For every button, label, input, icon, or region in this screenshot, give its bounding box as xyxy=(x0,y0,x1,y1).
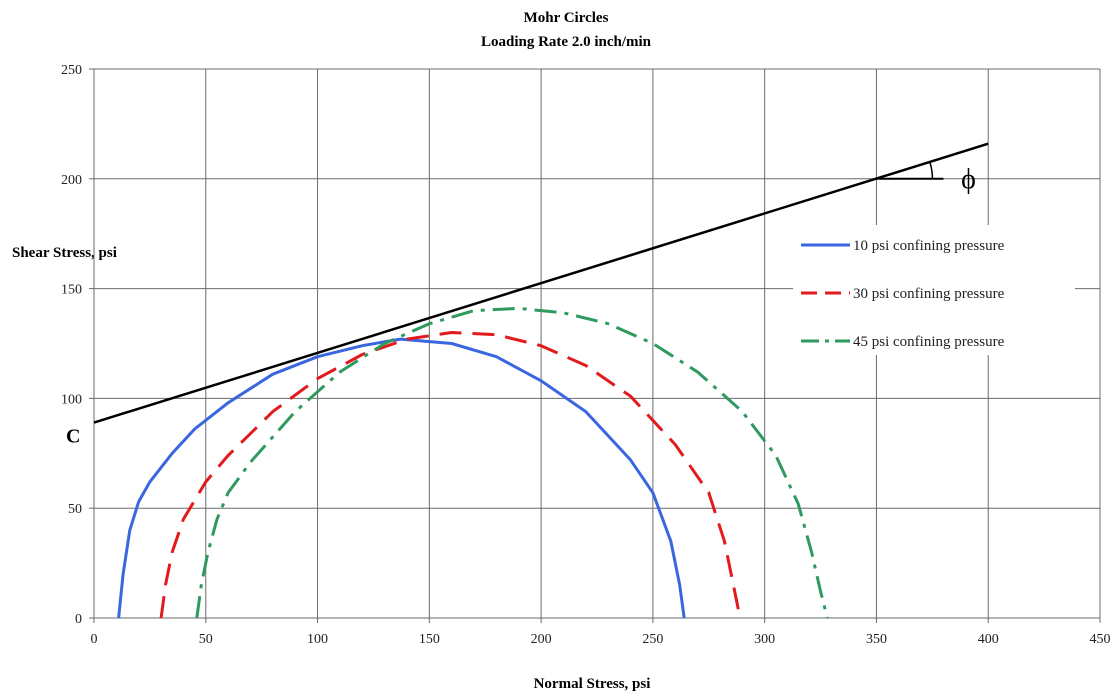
series-line-2 xyxy=(159,331,742,619)
legend-label: 45 psi confining pressure xyxy=(853,334,1005,350)
x-tick-label: 400 xyxy=(978,632,999,647)
y-tick-label: 0 xyxy=(75,612,82,627)
chart-title: Mohr Circles xyxy=(524,10,609,26)
y-tick-label: 200 xyxy=(61,173,82,188)
x-tick-label: 0 xyxy=(91,632,98,647)
x-tick-label: 300 xyxy=(754,632,775,647)
x-tick-label: 100 xyxy=(307,632,328,647)
cohesion-label: C xyxy=(66,426,80,448)
y-axis-title: Shear Stress, psi xyxy=(12,245,117,261)
y-tick-label: 250 xyxy=(61,63,82,78)
friction-angle-label: ϕ xyxy=(961,164,976,195)
x-tick-label: 350 xyxy=(866,632,887,647)
legend-label: 10 psi confining pressure xyxy=(853,238,1005,254)
friction-angle-arc xyxy=(929,161,934,179)
plot-area: 0 50 100 150 200 250 300 350 400 450 0 50 100 150 200 2… xyxy=(61,63,1111,647)
y-tick-label: 100 xyxy=(61,392,82,407)
series-line-3 xyxy=(195,306,829,619)
y-tick-label: 50 xyxy=(68,502,82,517)
x-tick-label: 150 xyxy=(419,632,440,647)
x-axis-title: Normal Stress, psi xyxy=(534,676,651,692)
chart-subtitle: Loading Rate 2.0 inch/min xyxy=(481,34,652,50)
x-tick-label: 50 xyxy=(199,632,213,647)
failure-envelope-line xyxy=(93,142,989,424)
x-tick-label: 250 xyxy=(642,632,663,647)
x-tick-label: 450 xyxy=(1090,632,1111,647)
series-line-1 xyxy=(117,337,686,619)
legend-label: 30 psi confining pressure xyxy=(853,286,1005,302)
y-tick-label: 150 xyxy=(61,283,82,298)
legend-box xyxy=(793,225,1075,355)
x-tick-label: 200 xyxy=(531,632,552,647)
